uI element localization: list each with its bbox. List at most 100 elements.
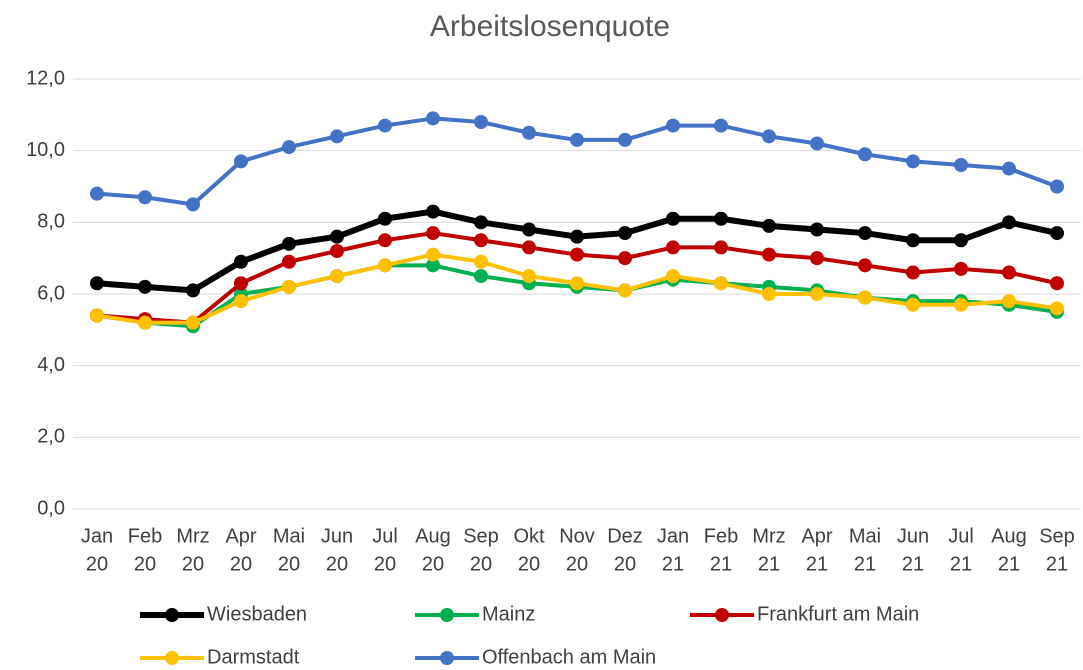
legend-marker bbox=[165, 608, 179, 622]
y-tick-label: 10,0 bbox=[26, 139, 65, 161]
x-tick-label: 21 bbox=[662, 553, 684, 575]
x-tick-label: Okt bbox=[513, 525, 545, 547]
x-tick-label: Mrz bbox=[752, 525, 785, 547]
data-point bbox=[378, 258, 392, 273]
legend-label: Darmstadt bbox=[207, 646, 300, 668]
data-point bbox=[138, 190, 152, 205]
x-tick-label: Jul bbox=[948, 525, 974, 547]
legend-marker bbox=[440, 608, 454, 622]
data-point bbox=[954, 158, 968, 172]
data-point bbox=[954, 233, 968, 248]
data-point bbox=[90, 276, 104, 291]
y-tick-label: 2,0 bbox=[37, 426, 65, 448]
data-point bbox=[858, 147, 872, 162]
data-point bbox=[426, 258, 440, 273]
data-point bbox=[282, 254, 296, 269]
data-point bbox=[378, 118, 392, 133]
data-point bbox=[762, 218, 776, 233]
x-tick-label: Jan bbox=[657, 525, 689, 547]
data-point bbox=[666, 269, 680, 284]
data-point bbox=[1002, 161, 1016, 176]
x-tick-label: 21 bbox=[758, 553, 780, 575]
data-point bbox=[618, 132, 632, 147]
data-point bbox=[234, 276, 248, 291]
data-point bbox=[570, 247, 584, 262]
x-tick-label: 21 bbox=[902, 553, 924, 575]
data-point bbox=[762, 287, 776, 301]
data-point bbox=[858, 226, 872, 241]
data-point bbox=[474, 115, 488, 129]
data-point bbox=[522, 269, 536, 284]
data-point bbox=[810, 222, 824, 237]
y-tick-label: 8,0 bbox=[37, 211, 65, 233]
legend-item: Frankfurt am Main bbox=[690, 603, 919, 625]
x-tick-label: Mrz bbox=[176, 525, 209, 547]
data-point bbox=[1002, 265, 1016, 280]
x-tick-label: 20 bbox=[86, 553, 108, 575]
data-point bbox=[474, 254, 488, 269]
x-tick-label: Aug bbox=[415, 525, 451, 547]
data-point bbox=[906, 154, 920, 169]
x-tick-label: 20 bbox=[374, 553, 396, 575]
data-point bbox=[1050, 276, 1064, 291]
x-tick-label: 20 bbox=[422, 553, 444, 575]
x-tick-label: Mai bbox=[849, 525, 881, 547]
data-point bbox=[618, 283, 632, 298]
data-point bbox=[666, 240, 680, 255]
data-point bbox=[330, 229, 344, 244]
x-tick-label: Apr bbox=[801, 525, 832, 547]
data-point bbox=[282, 279, 296, 294]
legend-marker bbox=[440, 651, 454, 665]
x-tick-label: 21 bbox=[950, 553, 972, 575]
data-point bbox=[426, 247, 440, 262]
data-point bbox=[426, 111, 440, 126]
legend-marker bbox=[715, 608, 729, 622]
x-tick-label: 20 bbox=[614, 553, 636, 575]
data-point bbox=[618, 226, 632, 241]
y-tick-label: 6,0 bbox=[37, 282, 65, 304]
x-tick-label: 20 bbox=[470, 553, 492, 575]
data-point bbox=[426, 204, 440, 219]
data-point bbox=[762, 247, 776, 262]
data-point bbox=[1050, 301, 1064, 316]
chart-title: Arbeitslosenquote bbox=[430, 10, 670, 43]
legend-item: Darmstadt bbox=[140, 646, 300, 668]
data-point bbox=[234, 154, 248, 169]
x-tick-label: 20 bbox=[566, 553, 588, 575]
x-tick-label: Sep bbox=[463, 525, 499, 547]
x-tick-label: 20 bbox=[518, 553, 540, 575]
legend-label: Wiesbaden bbox=[207, 603, 307, 625]
data-point bbox=[762, 129, 776, 144]
data-point bbox=[1002, 294, 1016, 309]
data-point bbox=[90, 186, 104, 201]
x-tick-label: Jun bbox=[897, 525, 929, 547]
data-point bbox=[522, 125, 536, 140]
legend-label: Mainz bbox=[482, 603, 535, 625]
data-point bbox=[810, 136, 824, 151]
data-point bbox=[234, 294, 248, 309]
data-point bbox=[954, 261, 968, 276]
data-point bbox=[186, 315, 200, 330]
data-point bbox=[378, 211, 392, 226]
data-point bbox=[330, 129, 344, 144]
data-point bbox=[906, 297, 920, 312]
x-tick-label: 21 bbox=[998, 553, 1020, 575]
data-point bbox=[234, 254, 248, 269]
data-point bbox=[474, 269, 488, 284]
data-point bbox=[570, 229, 584, 244]
data-point bbox=[186, 197, 200, 212]
legend-item: Offenbach am Main bbox=[415, 646, 656, 668]
legend-item: Wiesbaden bbox=[140, 603, 307, 625]
data-point bbox=[858, 258, 872, 273]
legend-label: Offenbach am Main bbox=[482, 646, 656, 668]
legend-label: Frankfurt am Main bbox=[757, 603, 919, 625]
data-point bbox=[570, 132, 584, 147]
data-point bbox=[330, 269, 344, 284]
data-point bbox=[1050, 179, 1064, 194]
x-tick-label: Feb bbox=[128, 525, 162, 547]
x-tick-label: 20 bbox=[230, 553, 252, 575]
data-point bbox=[186, 283, 200, 298]
x-tick-label: 20 bbox=[278, 553, 300, 575]
data-point bbox=[522, 240, 536, 255]
